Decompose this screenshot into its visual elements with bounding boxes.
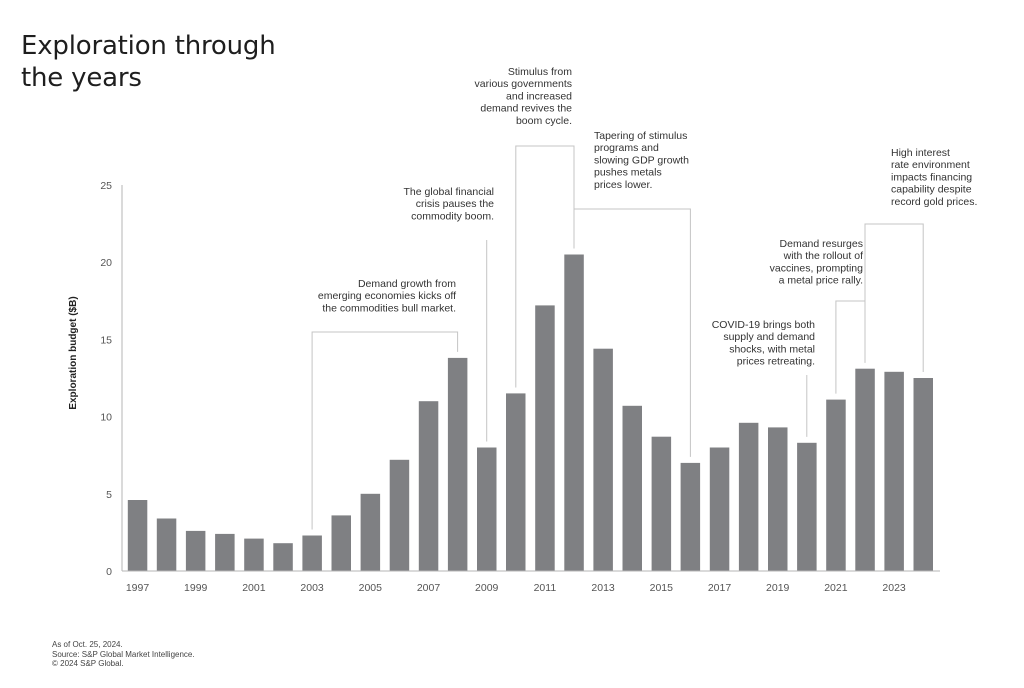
bar-2008 [447,357,468,571]
bar-2018 [738,422,759,571]
x-tick-label: 2005 [359,582,383,594]
bar-2017 [709,447,730,571]
x-tick-label: 2021 [824,582,848,594]
bar-2012 [564,254,584,571]
bar-2001 [244,538,264,571]
annotation-text: High interest rate environment impacts fin… [891,147,977,208]
bar-2000 [215,533,235,571]
bar-2010 [506,393,526,571]
x-tick-label: 2011 [534,582,557,594]
y-tick-label: 15 [100,334,112,346]
x-tick-label: 1997 [126,582,150,594]
bar-2015 [651,436,672,571]
x-tick-label: 2007 [417,582,441,594]
annotation-text: Tapering of stimulus programs and slowing … [594,130,689,191]
x-tick-label: 2017 [708,582,732,594]
bar-2016 [680,462,701,571]
bar-2002 [273,543,293,571]
bar-2011 [535,305,555,571]
x-tick-label: 2003 [300,582,324,594]
y-tick-label: 5 [106,489,112,501]
x-tick-label: 2015 [650,582,674,594]
bar-2022 [855,368,875,571]
y-tick-label: 10 [100,412,112,424]
chart-title-line-1: Exploration through [21,31,276,61]
annotation-text: Demand growth from emerging economies kic… [318,278,456,314]
bar-2006 [389,459,410,571]
y-axis-label: Exploration budget ($B) [68,296,79,409]
bar-2023 [884,371,904,571]
annotation-text: COVID-19 brings both supply and demand sho… [712,319,815,368]
bar-2003 [302,535,322,571]
chart-title-line-2: the years [21,63,142,93]
bar-1999 [185,530,206,571]
annotation-text: Demand resurges with the rollout of vaccin… [770,238,864,287]
footer-date: As of Oct. 25, 2024. [52,640,123,649]
chart-title: Exploration through the years [21,30,276,94]
y-axis-ticks: 0 5 10 15 20 25 [100,180,112,578]
x-tick-label: 2001 [242,582,266,594]
y-tick-label: 0 [106,566,112,578]
bars [127,254,933,571]
bar-2009 [477,447,497,571]
footer-copyright: © 2024 S&P Global. [52,659,124,668]
bar-2004 [331,515,351,571]
bar-2014 [622,405,642,571]
annotations: Demand growth from emerging economies kic… [318,66,978,368]
annotation-connector [864,223,924,372]
bar-1998 [156,518,177,571]
annotation-connector [515,145,575,388]
bar-2019 [768,427,788,571]
axes [121,185,940,572]
footer-notes: As of Oct. 25, 2024. Source: S&P Global … [52,640,195,669]
x-tick-label: 2009 [475,582,499,594]
y-tick-label: 25 [100,180,112,192]
x-tick-label: 2013 [591,582,615,594]
bar-2005 [360,493,381,571]
footer-source: Source: S&P Global Market Intelligence. [52,649,195,659]
bar-2007 [418,401,439,571]
bar-2020 [797,442,817,571]
annotation-connector [311,331,459,530]
annotation-text: Stimulus from various governments and incr… [475,66,573,127]
bar-1997 [127,500,148,571]
bar-2024 [913,378,933,571]
annotation-text: The global financial crisis pauses the com… [404,186,495,222]
annotation-connectors [311,145,924,530]
x-tick-label: 1999 [184,582,208,594]
annotation-connector [573,208,691,457]
bar-2013 [593,348,613,571]
x-axis-ticks: 1997 1999 2001 2003 2005 2007 2009 2011 2013 2015… [126,582,906,594]
y-tick-label: 20 [100,257,112,269]
bar-2021 [826,399,846,571]
x-tick-label: 2019 [766,582,790,594]
x-tick-label: 2023 [882,582,906,594]
